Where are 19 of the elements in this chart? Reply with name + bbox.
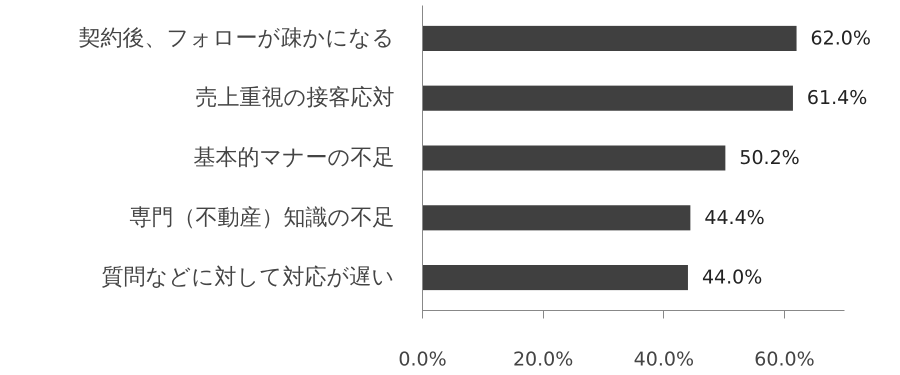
bar <box>422 205 690 230</box>
data-label: 50.2% <box>739 147 800 169</box>
data-label: 62.0% <box>810 27 871 50</box>
x-tick-label: 40.0% <box>634 348 694 370</box>
data-label: 61.4% <box>806 87 868 110</box>
bar <box>422 86 793 111</box>
y-tick-label: 契約後、フォローが疎かになる <box>78 26 394 51</box>
y-tick-label: 専門（不動産）知識の不足 <box>130 205 394 230</box>
bar <box>422 145 726 171</box>
x-tick-label: 0.0% <box>398 348 447 370</box>
y-tick-label: 売上重視の接客応対 <box>196 86 394 111</box>
bar <box>422 26 797 51</box>
x-tick-label: 60.0% <box>754 348 815 370</box>
data-label: 44.4% <box>704 206 765 229</box>
x-tick-label: 20.0% <box>512 348 574 370</box>
y-tick-label: 基本的マナーの不足 <box>194 146 394 170</box>
bar <box>422 265 688 290</box>
y-tick-label: 質問などに対して対応が遅い <box>102 265 394 290</box>
data-label: 44.0% <box>702 266 762 289</box>
